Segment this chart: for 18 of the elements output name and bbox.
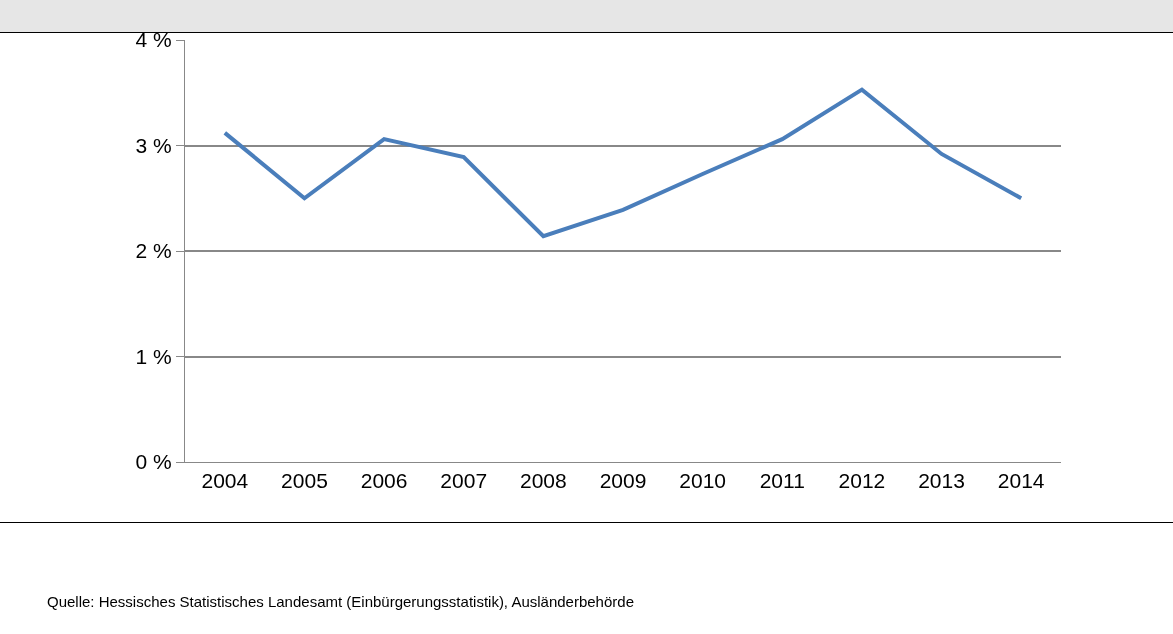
x-tick-label: 2006 (360, 469, 408, 493)
x-tick-label: 2005 (281, 469, 328, 493)
x-tick-label: 2012 (838, 469, 886, 493)
y-tick-label: 1 % (135, 344, 172, 368)
x-tick-label: 2010 (679, 469, 726, 493)
x-tick-label: 2004 (201, 469, 249, 493)
y-tick-label: 0 % (135, 450, 172, 474)
x-tick-label: 2008 (520, 469, 567, 493)
y-tick-label: 4 % (135, 28, 172, 52)
y-tick-label: 2 % (135, 239, 172, 263)
x-tick-label: 2007 (440, 469, 488, 493)
source-note: Quelle: Hessisches Statistisches Landesamt (Einbürgerungsstatistik), Ausländerbehörde (47, 593, 634, 610)
x-tick-label: 2013 (918, 469, 965, 493)
y-tick-label: 3 % (135, 133, 172, 157)
line-series (222, 87, 1024, 239)
x-tick-label: 2011 (759, 469, 805, 493)
x-tick-label: 2009 (599, 469, 647, 493)
x-tick-label: 2014 (997, 469, 1045, 493)
